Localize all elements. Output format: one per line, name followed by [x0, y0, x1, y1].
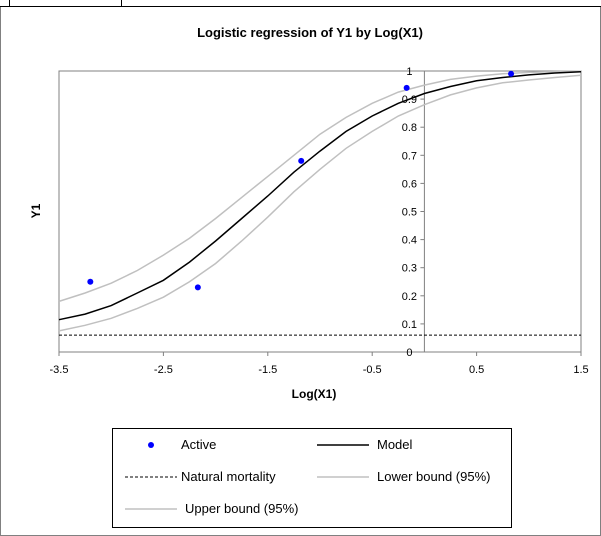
y-tick-label: 0.7	[402, 150, 417, 162]
y-tick-label: 0	[406, 347, 412, 359]
y-tick-label: 0.6	[402, 178, 417, 190]
y-tick-label: 1	[406, 66, 412, 78]
model-line	[58, 71, 582, 321]
upper-bound-line	[58, 70, 582, 303]
active-point	[87, 278, 94, 285]
legend-item-natural-mortality: Natural mortality	[121, 467, 311, 487]
lower-bound-line	[58, 74, 582, 332]
y-tick-label: 0.9	[402, 94, 417, 106]
active-point	[298, 157, 305, 164]
legend-item-upper-bound: Upper bound (95%)	[121, 499, 311, 519]
x-axis-label: Log(X1)	[292, 387, 337, 401]
legend-marker-icon	[148, 442, 154, 448]
legend-label: Upper bound (95%)	[185, 501, 299, 516]
y-tick-label: 0.1	[402, 319, 417, 331]
legend-item-model: Model	[313, 435, 509, 455]
chart-legend: Active Model Natural mortality Lower bou…	[112, 428, 512, 528]
legend-item-active: Active	[121, 435, 311, 455]
grid-cell	[10, 0, 122, 6]
x-tick-label: -3.5	[50, 364, 69, 376]
plot-area: 0 0.1 0.2 0.3 0.4 0.5 0.6 0.7 0.8 0.9 1 -3.5 -2.5 -1.…	[50, 66, 589, 376]
legend-line-icon	[317, 476, 369, 478]
x-tick-label: 1.5	[573, 364, 588, 376]
active-point	[403, 84, 410, 91]
plot-border	[58, 70, 582, 353]
y-tick-label: 0.2	[402, 291, 417, 303]
legend-label: Natural mortality	[181, 469, 276, 484]
x-tick-label: -0.5	[363, 364, 382, 376]
legend-item-lower-bound: Lower bound (95%)	[313, 467, 509, 487]
active-point	[508, 70, 515, 77]
x-tick-label: -2.5	[154, 364, 173, 376]
y-tick-label: 0.8	[402, 122, 417, 134]
legend-label: Lower bound (95%)	[377, 469, 491, 484]
grid-cell	[0, 0, 10, 6]
legend-label: Model	[377, 437, 413, 452]
chart-plot: Logistic regression of Y1 by Log(X1) 0 0.…	[29, 25, 589, 401]
x-tick-label: 0.5	[469, 364, 484, 376]
legend-label: Active	[181, 437, 217, 452]
y-axis-label: Y1	[29, 203, 43, 218]
legend-dashed-line-icon	[125, 476, 177, 478]
active-point	[194, 284, 201, 291]
x-tick-label: -1.5	[258, 364, 277, 376]
y-tick-label: 0.5	[402, 207, 417, 219]
top-grid-strip	[0, 0, 601, 7]
y-tick-label: 0.3	[402, 263, 417, 275]
y-tick-label: 0.4	[402, 235, 417, 247]
legend-line-icon	[125, 508, 177, 510]
chart-title: Logistic regression of Y1 by Log(X1)	[197, 25, 423, 40]
legend-line-icon	[317, 444, 369, 446]
